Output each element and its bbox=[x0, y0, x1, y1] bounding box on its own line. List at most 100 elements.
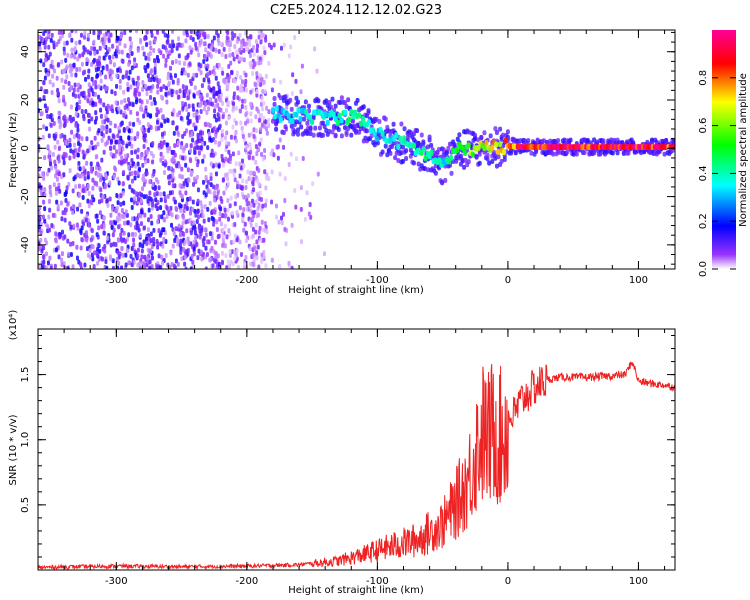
noise-cell bbox=[156, 89, 160, 95]
noise-cell bbox=[262, 79, 266, 85]
noise-cell bbox=[278, 137, 282, 143]
noise-cell bbox=[102, 32, 106, 38]
noise-cell bbox=[189, 49, 193, 55]
noise-cell bbox=[162, 169, 166, 175]
noise-cell bbox=[231, 35, 235, 41]
noise-cell bbox=[183, 254, 187, 260]
noise-cell bbox=[238, 173, 242, 179]
noise-cell bbox=[193, 85, 197, 91]
noise-cell bbox=[73, 82, 77, 88]
noise-cell bbox=[194, 235, 198, 241]
noise-cell bbox=[171, 243, 175, 249]
noise-cell bbox=[83, 47, 87, 53]
noise-cell bbox=[149, 150, 153, 156]
band-core-cell bbox=[396, 143, 401, 150]
noise-cell bbox=[203, 204, 207, 210]
noise-cell bbox=[146, 73, 150, 79]
noise-cell bbox=[111, 258, 115, 264]
noise-cell bbox=[174, 205, 178, 211]
band-halo-cell bbox=[278, 95, 283, 101]
band-halo-cell bbox=[308, 125, 313, 131]
noise-cell bbox=[209, 53, 213, 59]
noise-cell bbox=[109, 256, 113, 262]
noise-cell bbox=[226, 72, 230, 78]
noise-cell bbox=[159, 265, 163, 269]
band-halo-cell bbox=[436, 146, 441, 152]
noise-cell bbox=[92, 197, 96, 203]
noise-cell bbox=[195, 174, 199, 180]
noise-cell bbox=[166, 193, 170, 199]
noise-cell bbox=[105, 129, 109, 135]
noise-cell bbox=[158, 232, 162, 238]
noise-cell bbox=[260, 122, 264, 128]
noise-cell bbox=[52, 182, 56, 188]
noise-cell bbox=[67, 251, 71, 257]
noise-cell bbox=[163, 32, 167, 38]
noise-cell bbox=[198, 42, 202, 48]
noise-cell bbox=[124, 252, 128, 258]
noise-cell bbox=[127, 135, 131, 141]
noise-cell bbox=[114, 207, 118, 213]
noise-cell bbox=[264, 119, 268, 125]
noise-cell bbox=[118, 78, 122, 84]
noise-cell bbox=[213, 139, 217, 145]
band-halo-cell bbox=[306, 103, 311, 109]
noise-cell bbox=[181, 246, 185, 252]
noise-cell bbox=[182, 208, 186, 214]
noise-cell bbox=[41, 134, 45, 140]
noise-cell bbox=[42, 80, 46, 86]
noise-cell bbox=[62, 155, 66, 161]
noise-cell bbox=[243, 98, 247, 104]
band-core-cell bbox=[394, 132, 399, 139]
band-halo-cell bbox=[463, 157, 468, 163]
noise-cell bbox=[213, 209, 217, 215]
noise-cell bbox=[254, 175, 258, 181]
noise-cell bbox=[58, 124, 62, 130]
noise-cell bbox=[153, 38, 157, 44]
spectrogram-y-axis-label: Frequency (Hz) bbox=[8, 112, 19, 188]
noise-cell bbox=[125, 143, 129, 149]
noise-cell bbox=[43, 75, 47, 81]
y-tick-label: -20 bbox=[20, 188, 31, 204]
band-halo-cell bbox=[535, 137, 540, 143]
noise-cell bbox=[148, 266, 152, 269]
noise-cell bbox=[120, 227, 124, 233]
noise-cell bbox=[179, 115, 183, 121]
noise-cell bbox=[214, 259, 218, 265]
noise-cell bbox=[115, 149, 119, 155]
snr-y-multiplier: (x10⁴) bbox=[8, 310, 19, 341]
band-halo-cell bbox=[411, 160, 416, 166]
noise-cell bbox=[70, 37, 74, 43]
noise-cell bbox=[185, 228, 189, 234]
noise-cell bbox=[91, 256, 95, 262]
noise-cell bbox=[227, 64, 231, 70]
band-halo-cell bbox=[330, 96, 335, 102]
noise-cell bbox=[176, 140, 180, 146]
noise-cell bbox=[254, 38, 258, 44]
noise-cell bbox=[245, 144, 249, 150]
noise-cell bbox=[71, 264, 75, 269]
noise-cell bbox=[76, 56, 80, 62]
band-core-cell bbox=[310, 118, 315, 125]
noise-cell bbox=[182, 30, 186, 36]
noise-cell bbox=[86, 32, 90, 38]
noise-cell bbox=[145, 42, 149, 48]
noise-cell bbox=[233, 33, 237, 39]
noise-cell bbox=[104, 31, 108, 37]
noise-cell bbox=[86, 198, 90, 204]
noise-cell bbox=[214, 133, 218, 139]
band-halo-cell bbox=[615, 150, 620, 156]
noise-cell bbox=[87, 118, 91, 124]
noise-cell bbox=[98, 210, 102, 216]
noise-cell bbox=[145, 241, 149, 247]
noise-cell bbox=[171, 226, 175, 232]
noise-cell bbox=[93, 250, 97, 256]
noise-cell bbox=[176, 130, 180, 136]
band-halo-cell bbox=[477, 160, 482, 166]
noise-cell bbox=[147, 127, 151, 133]
noise-cell bbox=[282, 144, 286, 150]
noise-cell bbox=[80, 225, 84, 231]
noise-cell bbox=[166, 148, 170, 154]
noise-cell bbox=[51, 212, 55, 218]
noise-cell bbox=[40, 264, 44, 269]
